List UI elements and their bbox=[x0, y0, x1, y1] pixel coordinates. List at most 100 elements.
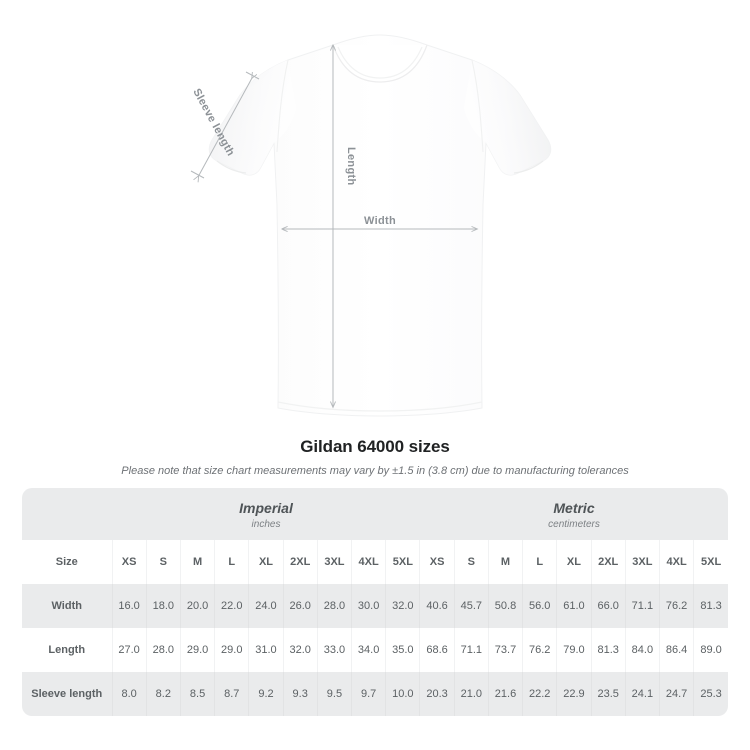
size-header-imperial-xl: XL bbox=[248, 540, 284, 584]
unit-system-band: Imperial inches Metric centimeters bbox=[22, 488, 728, 540]
tolerance-note: Please note that size chart measurements… bbox=[121, 465, 629, 477]
cell-width-metric-s: 45.7 bbox=[453, 584, 489, 628]
size-header-metric-4xl: 4XL bbox=[658, 540, 694, 584]
size-header-metric-l: L bbox=[522, 540, 557, 584]
cell-width-metric-5xl: 81.3 bbox=[693, 584, 728, 628]
cell-sleeve-length-imperial-m: 8.5 bbox=[179, 672, 215, 716]
size-table-panel: Imperial inches Metric centimeters Size … bbox=[22, 488, 728, 716]
cell-length-imperial-xl: 31.0 bbox=[248, 628, 284, 672]
cell-sleeve-length-metric-xl: 22.9 bbox=[556, 672, 592, 716]
title-block: Gildan 64000 sizes Please note that size… bbox=[0, 436, 750, 478]
size-header-imperial-xs: XS bbox=[111, 540, 147, 584]
cell-width-imperial-s: 18.0 bbox=[145, 584, 181, 628]
cell-sleeve-length-imperial-xl: 9.2 bbox=[248, 672, 284, 716]
tshirt-illustration: Length Width Sleeve length bbox=[190, 34, 552, 417]
imperial-sublabel: inches bbox=[251, 519, 281, 530]
cell-width-metric-xs: 40.6 bbox=[419, 584, 455, 628]
unit-band-spacer bbox=[22, 488, 112, 540]
cell-length-metric-2xl: 81.3 bbox=[590, 628, 626, 672]
size-table-head: Size XS S M L XL 2XL 3XL 4XL 5XL XS S M L XL 2XL 3XL 4XL… bbox=[22, 540, 728, 584]
unit-group-imperial: Imperial inches bbox=[112, 488, 420, 540]
page-title: Gildan 64000 sizes bbox=[300, 437, 450, 456]
unit-group-metric: Metric centimeters bbox=[420, 488, 728, 540]
cell-width-imperial-xl: 24.0 bbox=[248, 584, 284, 628]
cell-sleeve-length-metric-5xl: 25.3 bbox=[693, 672, 728, 716]
cell-length-imperial-4xl: 34.0 bbox=[351, 628, 386, 672]
cell-sleeve-length-imperial-l: 8.7 bbox=[214, 672, 249, 716]
size-header-imperial-m: M bbox=[179, 540, 215, 584]
cell-sleeve-length-metric-2xl: 23.5 bbox=[590, 672, 626, 716]
width-label: Width bbox=[364, 215, 396, 227]
cell-sleeve-length-imperial-3xl: 9.5 bbox=[316, 672, 352, 716]
table-row: Width 16.0 18.0 20.0 22.0 24.0 26.0 28.0 30.0 32.… bbox=[22, 584, 728, 628]
cell-width-metric-xl: 61.0 bbox=[556, 584, 592, 628]
cell-length-imperial-2xl: 32.0 bbox=[282, 628, 318, 672]
cell-width-imperial-l: 22.0 bbox=[214, 584, 249, 628]
cell-width-metric-3xl: 71.1 bbox=[624, 584, 660, 628]
size-table: Size XS S M L XL 2XL 3XL 4XL 5XL XS S M L XL 2XL 3XL 4XL… bbox=[22, 540, 728, 716]
size-header-metric-s: S bbox=[453, 540, 489, 584]
row-label-sleeve-length: Sleeve length bbox=[22, 672, 112, 716]
row-label-width: Width bbox=[22, 584, 112, 628]
size-header-metric-3xl: 3XL bbox=[624, 540, 660, 584]
cell-width-imperial-2xl: 26.0 bbox=[282, 584, 318, 628]
length-label: Length bbox=[345, 147, 357, 185]
table-row: Sleeve length 8.0 8.2 8.5 8.7 9.2 9.3 9.5 9.7 10.… bbox=[22, 672, 728, 716]
size-header-imperial-3xl: 3XL bbox=[316, 540, 352, 584]
table-header-row: Size XS S M L XL 2XL 3XL 4XL 5XL XS S M L XL 2XL 3XL 4XL… bbox=[22, 540, 728, 584]
cell-length-imperial-s: 28.0 bbox=[145, 628, 181, 672]
cell-sleeve-length-metric-l: 22.2 bbox=[522, 672, 557, 716]
cell-length-metric-s: 71.1 bbox=[453, 628, 489, 672]
size-header-metric-xl: XL bbox=[556, 540, 592, 584]
cell-sleeve-length-metric-xs: 20.3 bbox=[419, 672, 455, 716]
cell-width-metric-2xl: 66.0 bbox=[590, 584, 626, 628]
cell-sleeve-length-metric-m: 21.6 bbox=[487, 672, 523, 716]
cell-sleeve-length-imperial-xs: 8.0 bbox=[111, 672, 147, 716]
cell-length-metric-5xl: 89.0 bbox=[693, 628, 728, 672]
metric-label: Metric bbox=[553, 500, 595, 516]
size-header-imperial-2xl: 2XL bbox=[282, 540, 318, 584]
cell-length-metric-xs: 68.6 bbox=[419, 628, 455, 672]
cell-width-metric-l: 56.0 bbox=[522, 584, 557, 628]
size-header-label: Size bbox=[22, 540, 112, 584]
size-header-imperial-4xl: 4XL bbox=[351, 540, 386, 584]
cell-width-metric-m: 50.8 bbox=[487, 584, 523, 628]
cell-width-imperial-5xl: 32.0 bbox=[385, 584, 420, 628]
size-header-metric-2xl: 2XL bbox=[590, 540, 626, 584]
cell-sleeve-length-metric-3xl: 24.1 bbox=[624, 672, 660, 716]
cell-length-imperial-3xl: 33.0 bbox=[316, 628, 352, 672]
cell-length-metric-l: 76.2 bbox=[522, 628, 557, 672]
cell-sleeve-length-metric-s: 21.0 bbox=[453, 672, 489, 716]
size-header-imperial-l: L bbox=[214, 540, 249, 584]
imperial-label: Imperial bbox=[239, 500, 293, 516]
cell-sleeve-length-imperial-2xl: 9.3 bbox=[282, 672, 318, 716]
cell-length-metric-3xl: 84.0 bbox=[624, 628, 660, 672]
size-header-imperial-s: S bbox=[145, 540, 181, 584]
size-header-metric-m: M bbox=[487, 540, 523, 584]
cell-length-imperial-5xl: 35.0 bbox=[385, 628, 420, 672]
row-label-length: Length bbox=[22, 628, 112, 672]
size-header-metric-5xl: 5XL bbox=[693, 540, 728, 584]
cell-width-imperial-3xl: 28.0 bbox=[316, 584, 352, 628]
cell-length-imperial-m: 29.0 bbox=[179, 628, 215, 672]
cell-width-metric-4xl: 76.2 bbox=[658, 584, 694, 628]
table-row: Length 27.0 28.0 29.0 29.0 31.0 32.0 33.0 34.0 35… bbox=[22, 628, 728, 672]
cell-sleeve-length-metric-4xl: 24.7 bbox=[658, 672, 694, 716]
cell-sleeve-length-imperial-s: 8.2 bbox=[145, 672, 181, 716]
cell-length-metric-xl: 79.0 bbox=[556, 628, 592, 672]
size-header-imperial-5xl: 5XL bbox=[385, 540, 420, 584]
width-dimension: Width bbox=[283, 215, 477, 229]
cell-length-metric-m: 73.7 bbox=[487, 628, 523, 672]
cell-sleeve-length-imperial-4xl: 9.7 bbox=[351, 672, 386, 716]
size-header-metric-xs: XS bbox=[419, 540, 455, 584]
cell-length-imperial-xs: 27.0 bbox=[111, 628, 147, 672]
cell-width-imperial-xs: 16.0 bbox=[111, 584, 147, 628]
cell-width-imperial-4xl: 30.0 bbox=[351, 584, 386, 628]
cell-length-imperial-l: 29.0 bbox=[214, 628, 249, 672]
cell-width-imperial-m: 20.0 bbox=[179, 584, 215, 628]
cell-sleeve-length-imperial-5xl: 10.0 bbox=[385, 672, 420, 716]
size-table-body: Width 16.0 18.0 20.0 22.0 24.0 26.0 28.0 30.0 32.… bbox=[22, 584, 728, 716]
metric-sublabel: centimeters bbox=[548, 519, 600, 530]
cell-length-metric-4xl: 86.4 bbox=[658, 628, 694, 672]
